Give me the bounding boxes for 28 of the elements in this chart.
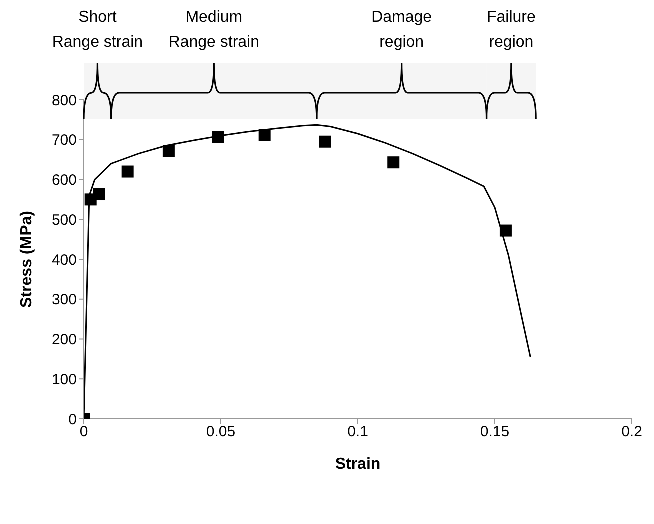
- x-tick-label: 0: [80, 424, 88, 441]
- y-tick-label: 200: [52, 332, 77, 349]
- band-label: Failure region: [486, 9, 536, 51]
- point: [500, 224, 512, 237]
- y-tick-label: 700: [52, 132, 77, 150]
- x-tick-label: 0.15: [480, 424, 510, 441]
- y-tick-label: 300: [52, 292, 77, 309]
- x-tick-label: 0.05: [206, 424, 236, 441]
- y-tick-label: 100: [52, 371, 77, 388]
- y-tick-label: 0: [68, 411, 77, 428]
- y-axis-title: Stress (MPa): [18, 211, 36, 308]
- x-tick-label: 0.2: [622, 424, 642, 441]
- y-tick-label: 800: [52, 92, 77, 110]
- y-tick-label: 500: [52, 212, 77, 229]
- x-tick-label: 0.1: [348, 424, 368, 441]
- x-axis-title: Strain: [335, 456, 381, 473]
- point: [258, 129, 271, 142]
- band-label: Short Range strain: [52, 9, 144, 51]
- y-tick-label: 600: [52, 172, 77, 190]
- point: [319, 136, 332, 148]
- y-tick-label: 400: [52, 252, 77, 269]
- point: [122, 166, 134, 178]
- band-label: Medium Range strain: [168, 9, 260, 51]
- band-label: Damage region: [372, 9, 432, 51]
- point: [162, 145, 175, 158]
- point: [388, 156, 400, 169]
- point: [93, 188, 106, 201]
- point: [212, 131, 224, 144]
